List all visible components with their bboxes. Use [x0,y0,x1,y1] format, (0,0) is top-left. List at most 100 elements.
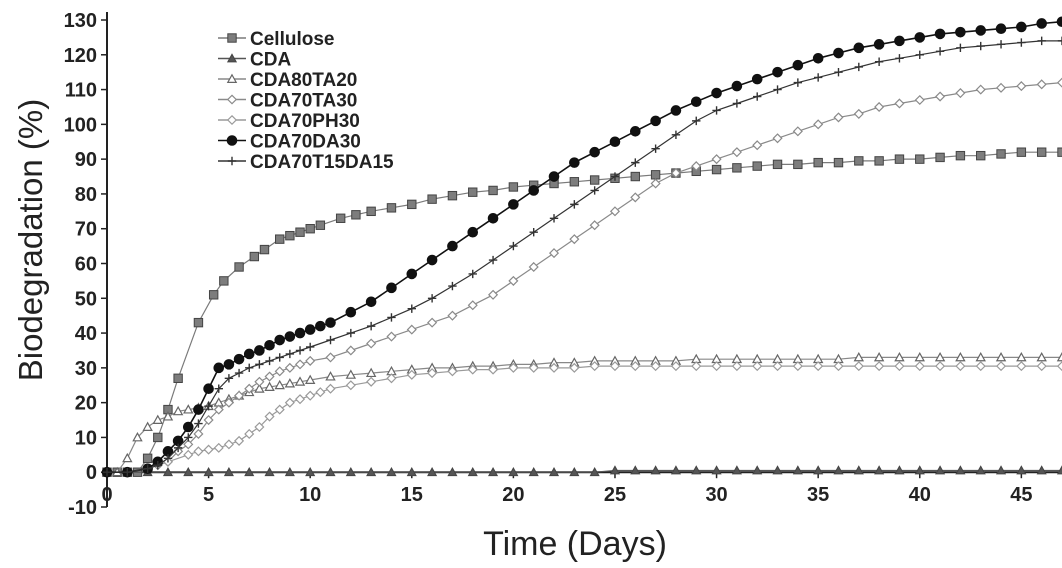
data-point [692,116,701,126]
data-point [935,361,946,372]
data-point [173,443,183,453]
data-point [1056,16,1062,28]
data-point [894,465,905,475]
data-point [894,351,905,362]
data-point [589,146,600,158]
data-point [813,119,824,130]
data-point [447,190,458,201]
data-point [995,465,1007,475]
data-point [366,206,376,217]
data-point [1056,361,1062,372]
data-point [975,25,987,36]
data-point [995,351,1007,362]
data-point [285,230,295,241]
data-point [996,40,1006,49]
data-point [1016,81,1027,92]
data-point [153,432,163,443]
data-point [182,421,194,433]
data-point [1016,21,1027,33]
data-point [468,187,478,197]
series-line [107,365,1062,473]
data-point [935,152,945,163]
legend-item: CDA80TA20 [218,70,357,91]
data-point [294,327,306,339]
data-point [1057,36,1062,46]
data-point [548,248,560,259]
legend-item: CDA70TA30 [218,91,357,112]
data-point [854,62,864,72]
data-point [874,361,885,372]
x-tick-label: 10 [299,484,321,506]
y-tick-label: 10 [75,427,97,449]
series-cda80ta20 [101,351,1062,477]
data-point [386,373,397,384]
data-point [366,376,377,387]
data-point [995,82,1007,93]
data-point [793,159,803,170]
series-cda70da30 [101,16,1062,478]
data-point [264,371,275,382]
data-point [691,465,702,475]
data-point [1056,351,1062,362]
y-tick-label: 60 [75,254,97,276]
series-cda70ta30 [101,77,1062,478]
data-point [274,379,285,390]
data-point [874,156,884,166]
data-point [914,94,925,106]
y-tick-label: 40 [75,323,97,345]
x-tick-label: 25 [604,484,626,506]
data-point [691,161,702,172]
data-point [813,73,823,82]
data-point [275,353,284,362]
data-point [468,269,477,279]
data-point [650,465,661,475]
data-point [712,106,721,115]
data-point [214,384,223,393]
data-point [731,147,742,158]
data-point [172,405,184,416]
data-point [234,435,245,446]
data-point [488,255,498,265]
data-point [265,356,274,366]
data-point [976,150,986,161]
series-group [101,16,1062,478]
data-point [183,404,194,414]
data-point [183,439,194,450]
data-point [955,150,966,161]
data-point [548,362,560,373]
data-point [274,334,286,346]
data-point [995,361,1007,372]
data-point [153,461,162,470]
data-point [325,352,336,363]
data-point [874,465,885,475]
data-point [244,428,255,439]
data-point [1036,465,1047,475]
data-point [203,414,214,426]
data-point [1016,361,1027,372]
data-point [284,378,296,388]
data-point [488,185,498,196]
data-point [295,227,305,237]
data-point [1056,465,1062,475]
y-tick-label: 110 [65,80,97,102]
data-point [223,439,234,450]
y-tick-label: 50 [75,288,97,310]
x-tick-label: 40 [909,484,931,506]
data-point [274,404,285,415]
data-point [732,163,742,173]
data-point [650,170,661,180]
x-axis-label: Time (Days) [483,525,667,563]
data-point [427,194,437,204]
data-point [406,369,417,380]
data-point [975,351,986,362]
data-point [631,158,640,167]
data-point [752,361,763,372]
series-line [107,40,1062,473]
data-point [259,244,270,255]
data-point [650,361,661,372]
data-point [234,390,245,401]
data-point [203,444,214,455]
data-point [915,50,924,59]
legend-label: Cellulose [250,29,334,50]
data-point [854,156,864,166]
